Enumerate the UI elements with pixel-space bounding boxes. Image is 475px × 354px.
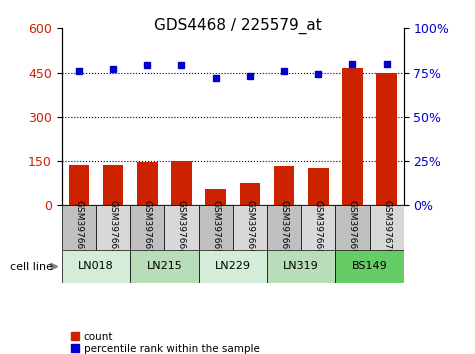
Text: BS149: BS149 — [352, 261, 388, 272]
Bar — [308, 169, 329, 205]
Text: GSM397669: GSM397669 — [348, 200, 357, 255]
FancyBboxPatch shape — [335, 250, 404, 283]
Text: GSM397668: GSM397668 — [314, 200, 323, 255]
Bar — [103, 166, 124, 205]
FancyBboxPatch shape — [96, 205, 130, 250]
FancyBboxPatch shape — [370, 205, 404, 250]
Bar — [68, 166, 89, 205]
FancyBboxPatch shape — [301, 205, 335, 250]
Text: GSM397662: GSM397662 — [109, 200, 117, 255]
FancyBboxPatch shape — [335, 205, 370, 250]
Text: cell line: cell line — [10, 262, 53, 272]
FancyBboxPatch shape — [199, 250, 267, 283]
Bar — [376, 73, 397, 205]
Text: GSM397666: GSM397666 — [246, 200, 254, 255]
FancyBboxPatch shape — [62, 250, 130, 283]
Bar — [342, 68, 363, 205]
FancyBboxPatch shape — [267, 205, 301, 250]
FancyBboxPatch shape — [130, 250, 199, 283]
Text: LN319: LN319 — [283, 261, 319, 272]
Text: GSM397667: GSM397667 — [280, 200, 288, 255]
FancyBboxPatch shape — [62, 205, 96, 250]
Legend: count, percentile rank within the sample: count, percentile rank within the sample — [67, 327, 264, 354]
Bar — [171, 161, 192, 205]
Bar — [205, 189, 226, 205]
FancyBboxPatch shape — [267, 250, 335, 283]
Text: GSM397664: GSM397664 — [177, 200, 186, 255]
Text: LN215: LN215 — [146, 261, 182, 272]
Bar — [137, 162, 158, 205]
Text: LN229: LN229 — [215, 261, 251, 272]
Bar — [239, 183, 260, 205]
Text: GDS4468 / 225579_at: GDS4468 / 225579_at — [153, 18, 322, 34]
FancyBboxPatch shape — [164, 205, 199, 250]
FancyBboxPatch shape — [199, 205, 233, 250]
Text: GSM397661: GSM397661 — [75, 200, 83, 255]
Text: GSM397663: GSM397663 — [143, 200, 152, 255]
FancyBboxPatch shape — [233, 205, 267, 250]
Bar — [274, 166, 294, 205]
Text: GSM397665: GSM397665 — [211, 200, 220, 255]
Text: LN018: LN018 — [78, 261, 114, 272]
Text: GSM397670: GSM397670 — [382, 200, 391, 255]
FancyBboxPatch shape — [130, 205, 164, 250]
